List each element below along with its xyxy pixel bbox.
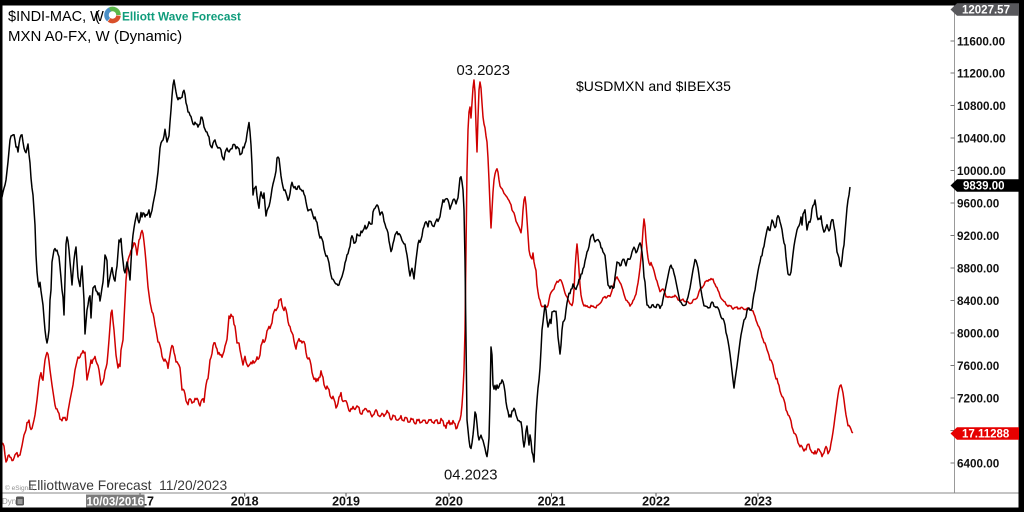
- svg-text:10400.00: 10400.00: [957, 133, 1006, 146]
- svg-text:10800.00: 10800.00: [957, 100, 1006, 113]
- svg-text:2018: 2018: [231, 495, 259, 509]
- svg-text:(: (: [95, 9, 100, 25]
- svg-text:Elliott Wave Forecast: Elliott Wave Forecast: [122, 10, 241, 24]
- svg-text:2020: 2020: [435, 495, 463, 509]
- svg-text:9600.00: 9600.00: [957, 198, 1000, 211]
- svg-text:2023: 2023: [744, 495, 772, 509]
- svg-text:04.2023: 04.2023: [444, 468, 498, 484]
- svg-text:7600.00: 7600.00: [957, 360, 1000, 373]
- svg-text:7200.00: 7200.00: [957, 393, 1000, 406]
- svg-text:2022: 2022: [642, 495, 670, 509]
- svg-text:8000.00: 8000.00: [957, 328, 1000, 341]
- svg-text:11200.00: 11200.00: [957, 68, 1006, 81]
- svg-text:10/03/2016: 10/03/2016: [87, 497, 145, 509]
- svg-text:03.2023: 03.2023: [457, 63, 511, 79]
- svg-text:12027.57: 12027.57: [962, 5, 1010, 17]
- svg-text:© eSignal,: © eSignal,: [5, 484, 35, 492]
- svg-text:8800.00: 8800.00: [957, 263, 1000, 276]
- svg-text:Elliottwave Forecast 11/20/20: Elliottwave Forecast 11/20/2023: [28, 478, 227, 493]
- svg-text:8400.00: 8400.00: [957, 295, 1000, 308]
- svg-text:2019: 2019: [332, 495, 360, 509]
- svg-text:Dyn: Dyn: [2, 497, 16, 506]
- svg-text:$INDI-MAC, W: $INDI-MAC, W: [8, 9, 104, 25]
- svg-text:10000.00: 10000.00: [957, 165, 1006, 178]
- svg-text:9839.00: 9839.00: [963, 181, 1005, 193]
- svg-text:MXN A0-FX, W (Dynamic): MXN A0-FX, W (Dynamic): [8, 28, 182, 45]
- svg-text:11600.00: 11600.00: [957, 36, 1006, 49]
- svg-text:9200.00: 9200.00: [957, 230, 1000, 243]
- svg-text:$USDMXN and $IBEX35: $USDMXN and $IBEX35: [576, 78, 731, 94]
- svg-text:17.11288: 17.11288: [962, 429, 1010, 441]
- svg-text:2021: 2021: [538, 495, 566, 509]
- svg-text:6400.00: 6400.00: [957, 458, 1000, 471]
